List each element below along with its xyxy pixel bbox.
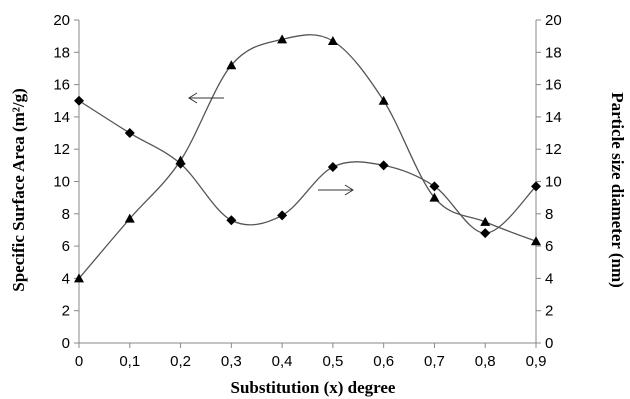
y-tick-right-label: 6 (545, 238, 553, 255)
y-tick-right-label: 10 (545, 174, 562, 191)
series-arrows (188, 92, 354, 196)
diamond-point (429, 181, 440, 192)
y-tick-right-label: 0 (545, 335, 553, 352)
diamond-point (226, 215, 237, 226)
y-tick-right-label: 4 (545, 270, 553, 287)
y-tick-right-label: 12 (545, 141, 562, 158)
axes (74, 19, 541, 348)
y-tick-left-label: 2 (62, 303, 70, 320)
y-tick-left-label: 18 (53, 44, 70, 61)
diamond-point (531, 181, 541, 192)
diamond-point (74, 95, 84, 106)
triangle-point (226, 60, 237, 70)
triangle-point (74, 273, 84, 283)
left-arrow-head (188, 92, 198, 104)
x-tick-label: 0,1 (119, 353, 140, 370)
series-markers (74, 34, 541, 283)
triangle-point (327, 35, 338, 45)
y-tick-left-label: 20 (53, 12, 70, 29)
triangle-point (480, 216, 491, 226)
y-tick-left-label: 14 (53, 109, 70, 126)
x-axis-title: Substitution (x) degree (231, 378, 396, 397)
triangle-point (378, 95, 389, 105)
x-tick-label: 0,2 (170, 353, 191, 370)
triangle-series-line (78, 34, 537, 279)
triangle-point (429, 192, 440, 202)
y-tick-left-label: 16 (53, 77, 70, 94)
y-tick-left-label: 10 (53, 174, 70, 191)
triangle-point (277, 34, 288, 44)
series-lines (78, 34, 537, 279)
y-tick-right-label: 18 (545, 44, 562, 61)
y-tick-right-label: 8 (545, 206, 553, 223)
diamond-point (327, 161, 338, 172)
y-tick-right-label: 16 (545, 77, 562, 94)
y-tick-right-label: 20 (545, 12, 562, 29)
y-tick-left-label: 12 (53, 141, 70, 158)
y-tick-left-label: 8 (62, 206, 70, 223)
right-arrow-head (344, 184, 354, 196)
diamond-series-line (78, 100, 537, 234)
diamond-point (124, 128, 135, 139)
triangle-point (531, 236, 541, 246)
diamond-point (378, 160, 389, 171)
diamond-point (480, 228, 491, 239)
diamond-point (277, 210, 288, 221)
x-tick-label: 0,4 (272, 353, 293, 370)
y-tick-left-label: 0 (62, 335, 70, 352)
y-tick-left-label: 6 (62, 238, 70, 255)
y-tick-right-label: 14 (545, 109, 562, 126)
x-tick-label: 0,9 (526, 353, 547, 370)
y-tick-right-label: 2 (545, 303, 553, 320)
x-tick-label: 0,3 (221, 353, 242, 370)
y-axis-left-title: Specific Surface Area (m²/g) (9, 88, 28, 292)
x-tick-label: 0 (75, 353, 83, 370)
x-tick-label: 0,7 (424, 353, 445, 370)
x-tick-label: 0,6 (373, 353, 394, 370)
y-tick-left-label: 4 (62, 270, 70, 287)
y-axis-right-title: Particle size diameter (nm) (608, 92, 627, 288)
diamond-point (175, 158, 186, 169)
x-tick-label: 0,5 (322, 353, 343, 370)
x-tick-label: 0,8 (475, 353, 496, 370)
triangle-point (124, 213, 135, 223)
